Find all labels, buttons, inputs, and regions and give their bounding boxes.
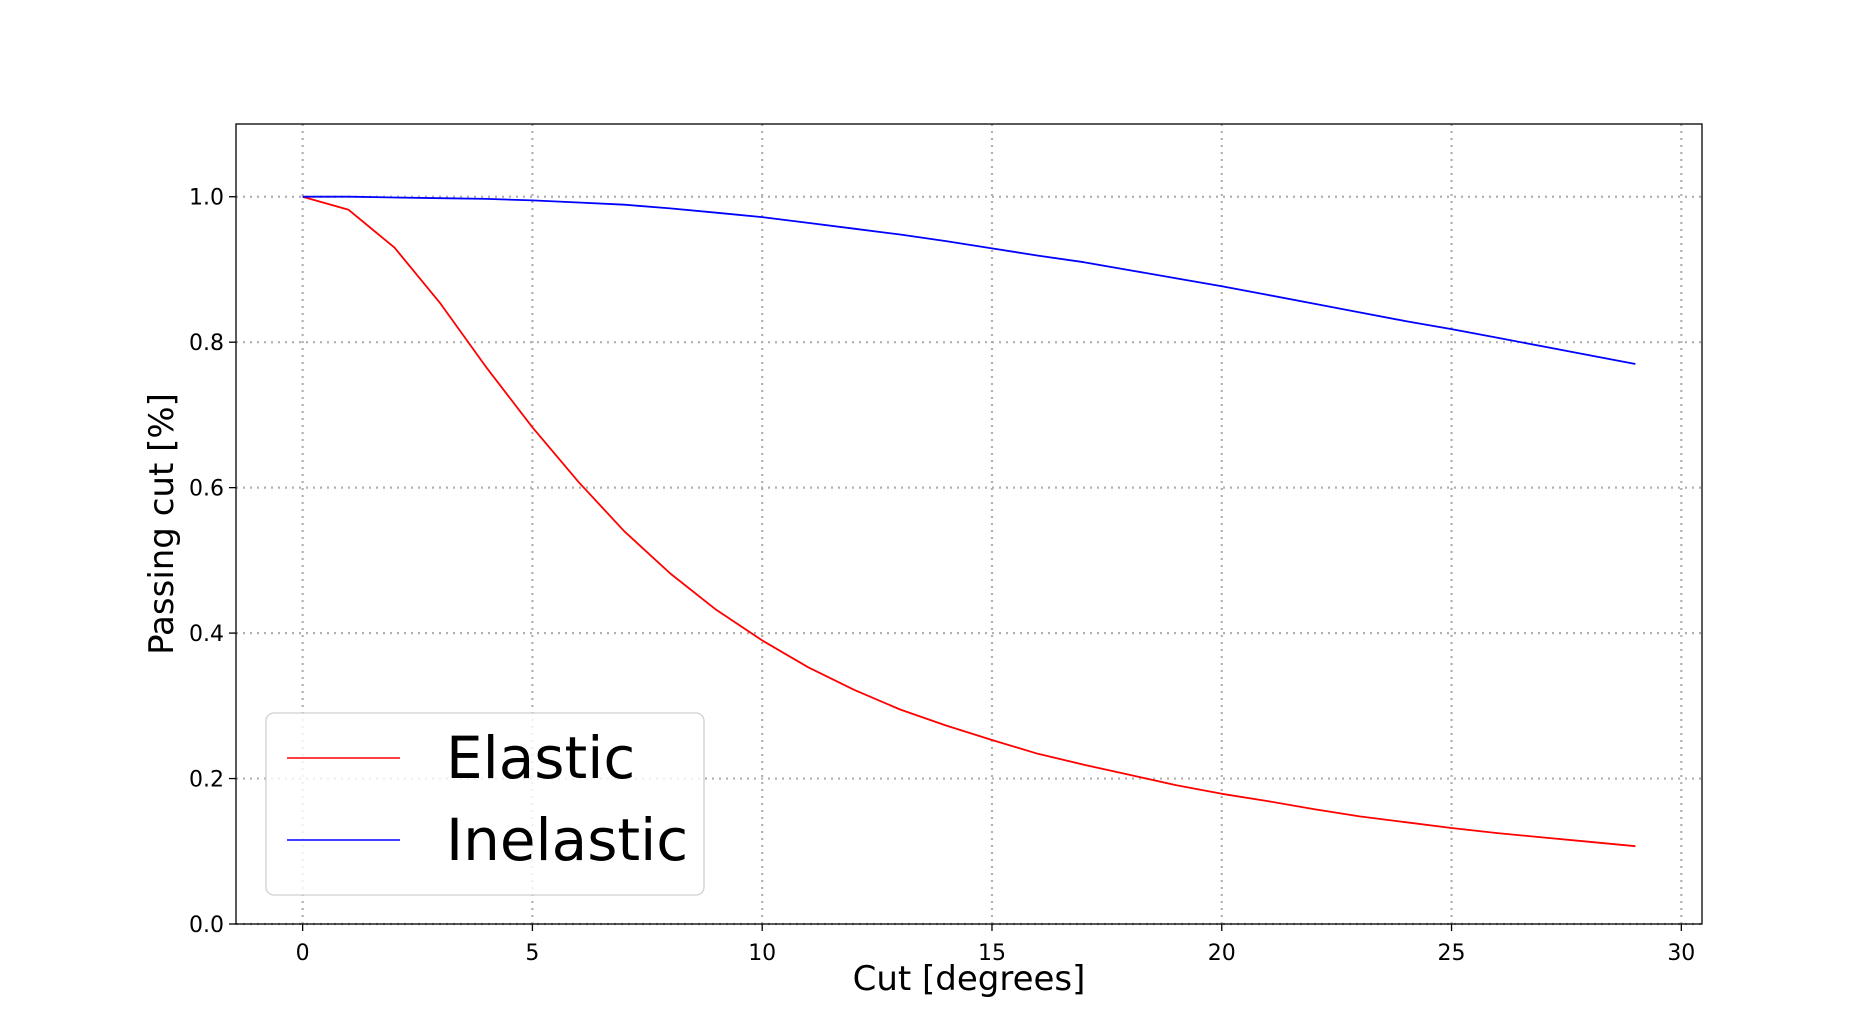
y-tick-label: 0.6 <box>189 477 224 502</box>
y-tick-label: 0.8 <box>189 331 224 356</box>
y-axis-label: Passing cut [%] <box>142 393 182 655</box>
series-layer <box>302 195 1636 848</box>
x-tick-label: 5 <box>525 941 539 966</box>
legend-label-elastic: Elastic <box>446 724 635 792</box>
x-tick-label: 10 <box>748 941 776 966</box>
x-tick-label: 20 <box>1208 941 1236 966</box>
y-tick-label: 0.2 <box>189 768 224 793</box>
y-tick-label: 0.4 <box>189 622 224 647</box>
plot-frame <box>235 123 1703 925</box>
x-tick-label: 0 <box>296 941 310 966</box>
grid <box>236 124 1702 926</box>
x-tick-label: 30 <box>1667 941 1695 966</box>
legend-label-inelastic: Inelastic <box>446 806 688 874</box>
x-tick-label: 25 <box>1438 941 1466 966</box>
x-tick-label: 15 <box>978 941 1006 966</box>
series-line-inelastic <box>302 195 1636 365</box>
y-tick-label: 0.0 <box>189 913 224 938</box>
series-line-elastic <box>302 195 1636 848</box>
y-axis: 0.0 0.2 0.4 0.6 0.8 1.0 <box>189 186 236 938</box>
x-axis-label: Cut [degrees] <box>853 959 1086 999</box>
x-axis: 0 5 10 15 20 25 30 <box>296 924 1695 966</box>
y-tick-label: 1.0 <box>189 186 224 211</box>
legend: Elastic Inelastic <box>265 712 705 896</box>
